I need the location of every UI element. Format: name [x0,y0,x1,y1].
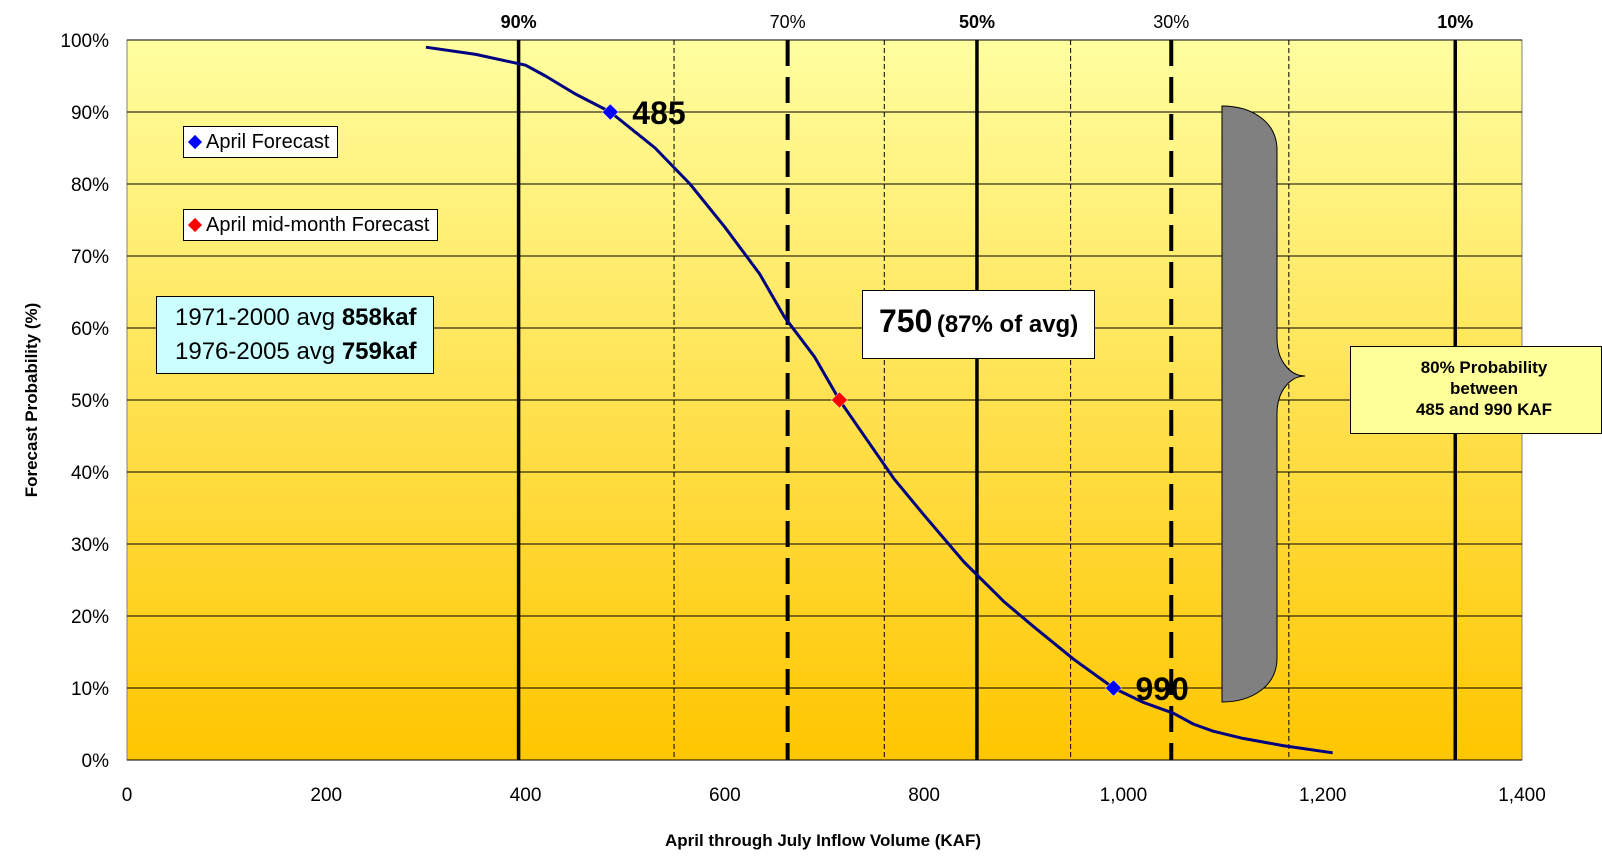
median-forecast-value: 750 [879,303,933,339]
x-tick-label: 1,000 [1100,785,1148,806]
point-value-label: 485 [632,95,685,131]
probability-line-label: 30% [1153,12,1189,32]
x-tick-label: 0 [122,785,133,806]
x-axis-title: April through July Inflow Volume (KAF) [665,831,981,850]
legend-april-mid-month-forecast: April mid-month Forecast [183,209,439,241]
x-tick-label: 600 [709,785,741,806]
probability-line-3: 485 and 990 KAF [1415,400,1553,419]
y-tick-label: 70% [71,247,109,268]
y-tick-label: 60% [71,319,109,340]
forecast-marker [831,391,848,409]
probability-line-label: 90% [501,12,537,32]
forecast-marker [1105,679,1122,697]
gridlines [127,39,1522,761]
legend-mid-month-label: April mid-month Forecast [206,214,430,236]
averages-box: 1971-2000 avg 858kaf 1976-2005 avg 759ka… [156,296,434,374]
ticks-layer: 0% 10% 20% 30% 40% 50% 60% 70% 80% 90% 100% 0 200 400… [60,31,1545,806]
markers-layer [601,103,1122,697]
x-tick-label: 1,400 [1498,785,1546,806]
y-tick-label: 20% [71,607,109,628]
probability-line-label: 70% [770,12,806,32]
probability-line-label: 10% [1437,12,1473,32]
avg-line-1971-2000: 1971-2000 avg 858kaf [175,304,417,331]
point-value-label: 990 [1135,671,1188,707]
april-forecast-marker-icon [187,134,203,150]
y-tick-label: 100% [60,31,109,52]
y-tick-label: 0% [82,751,110,772]
median-forecast-box: 750 (87% of avg) [862,290,1096,359]
x-tick-label: 800 [908,785,940,806]
median-forecast-percent: (87% of avg) [936,311,1079,338]
series-layer [425,45,1333,755]
probability-line-1: 80% Probability [1420,358,1548,377]
y-tick-label: 50% [71,391,109,412]
probability-lines: 90% 70% 50% 30% 10% [501,12,1473,760]
y-tick-label: 40% [71,463,109,484]
x-tick-label: 200 [310,785,342,806]
bracket [1221,105,1306,703]
probability-line-label: 50% [959,12,995,32]
y-tick-label: 90% [71,103,109,124]
mid-month-forecast-marker-icon [187,217,203,233]
y-axis-title: Forecast Probability (%) [22,303,41,498]
avg-line-1976-2005: 1976-2005 avg 759kaf [175,338,417,365]
forecast-marker [601,103,619,121]
exceedance-curve [425,45,1333,755]
x-tick-label: 1,200 [1299,785,1347,806]
y-tick-label: 30% [71,535,109,556]
legend-april-forecast: April Forecast [183,126,339,158]
y-tick-label: 10% [71,679,109,700]
probability-range-box: 80% Probability between 485 and 990 KAF [1350,346,1602,434]
legend-april-forecast-label: April Forecast [206,131,330,153]
point-labels-layer: 485 990 [632,95,1189,707]
y-tick-label: 80% [71,175,109,196]
x-tick-label: 400 [510,785,542,806]
probability-line-2: between [1449,379,1519,398]
